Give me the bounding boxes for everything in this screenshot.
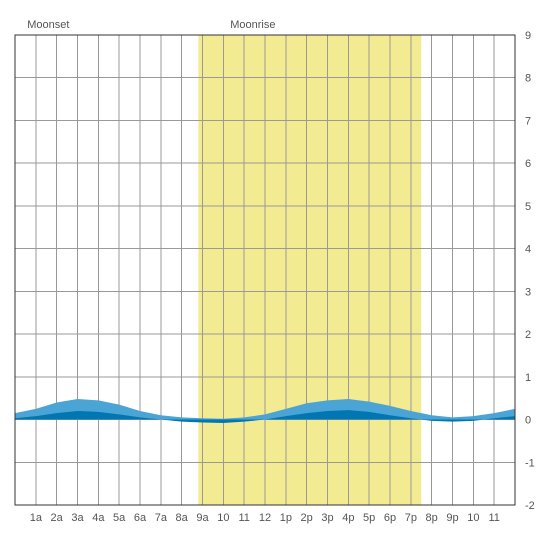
- svg-text:2p: 2p: [301, 512, 313, 524]
- svg-text:9p: 9p: [446, 512, 458, 524]
- tide-chart-container: Moonset N/A Moonrise 08:52A -2-101234567…: [0, 0, 550, 550]
- svg-text:7a: 7a: [155, 512, 168, 524]
- svg-text:8p: 8p: [426, 512, 438, 524]
- svg-text:3p: 3p: [321, 512, 333, 524]
- svg-text:9a: 9a: [196, 512, 209, 524]
- svg-text:4p: 4p: [342, 512, 354, 524]
- svg-text:5a: 5a: [113, 512, 126, 524]
- svg-text:1a: 1a: [30, 512, 43, 524]
- svg-text:9: 9: [525, 30, 531, 42]
- svg-text:-1: -1: [525, 457, 535, 469]
- svg-text:4: 4: [525, 244, 531, 256]
- svg-text:2a: 2a: [51, 512, 64, 524]
- svg-text:0: 0: [525, 415, 531, 427]
- svg-text:3: 3: [525, 286, 531, 298]
- svg-text:3a: 3a: [71, 512, 84, 524]
- svg-text:-2: -2: [525, 500, 535, 512]
- svg-text:7p: 7p: [405, 512, 417, 524]
- svg-text:12: 12: [259, 512, 271, 524]
- svg-text:5p: 5p: [363, 512, 375, 524]
- svg-text:11: 11: [238, 512, 249, 524]
- tide-chart: -2-101234567891a2a3a4a5a6a7a8a9a1011121p…: [0, 0, 550, 550]
- svg-text:4a: 4a: [92, 512, 105, 524]
- svg-text:5: 5: [525, 201, 531, 213]
- svg-text:8a: 8a: [176, 512, 189, 524]
- svg-text:2: 2: [525, 329, 531, 341]
- svg-text:6p: 6p: [384, 512, 396, 524]
- svg-text:11: 11: [488, 512, 499, 524]
- svg-text:10: 10: [217, 512, 229, 524]
- svg-text:8: 8: [525, 73, 531, 85]
- svg-text:1: 1: [525, 372, 531, 384]
- svg-text:6a: 6a: [134, 512, 147, 524]
- svg-text:7: 7: [525, 115, 531, 127]
- svg-text:1p: 1p: [280, 512, 292, 524]
- svg-text:6: 6: [525, 158, 531, 170]
- svg-text:10: 10: [467, 512, 479, 524]
